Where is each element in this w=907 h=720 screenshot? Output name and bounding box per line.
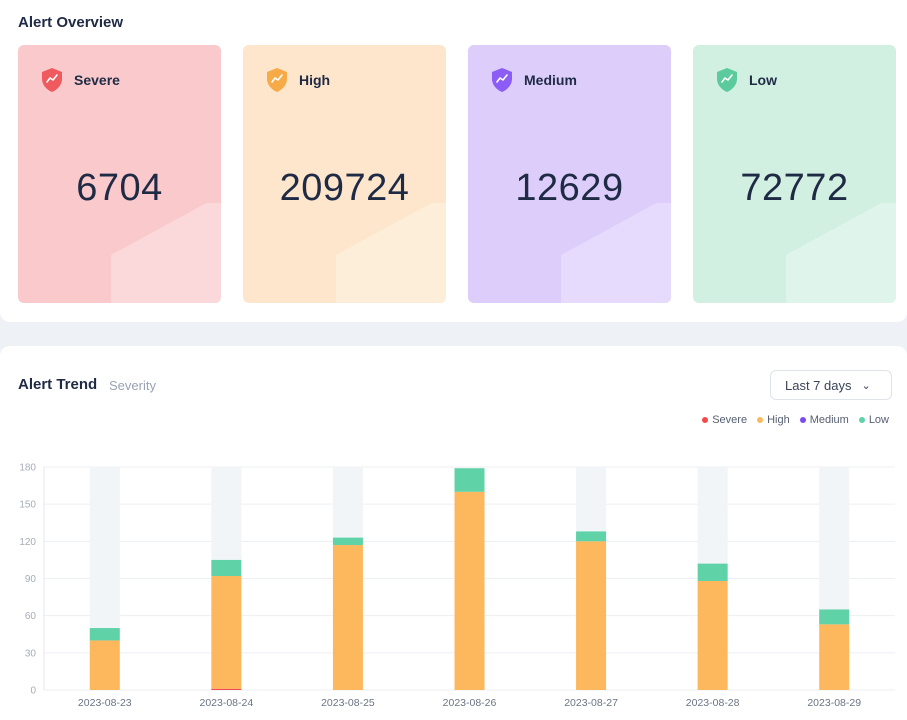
card-count: 12629 (515, 167, 624, 209)
alert-trend-chart: 0 30 60 90 120 150 180 2023-08-23 2023-08-24 2023… (19, 463, 895, 709)
chevron-down-icon: ⌄ (861, 379, 871, 392)
legend-item-low[interactable]: Low (858, 414, 889, 426)
legend-dot (757, 417, 764, 423)
alert-trend-title: Alert Trend (18, 376, 98, 393)
legend-item-high[interactable]: High (757, 414, 790, 426)
shield-chart-icon (267, 68, 287, 92)
bar-segment-high (697, 580, 728, 690)
x-tick-label: 2023-08-25 (321, 697, 375, 709)
x-tick-label: 2023-08-29 (807, 697, 861, 709)
x-tick-label: 2023-08-28 (686, 697, 740, 709)
alert-trend-panel (0, 346, 907, 720)
card-decoration (786, 203, 896, 303)
x-tick-label: 2023-08-23 (78, 697, 132, 709)
bar-segment-low (332, 537, 363, 546)
bar-segment-high (576, 541, 607, 690)
low-card[interactable]: Low 72772 (693, 45, 896, 303)
alert-overview-panel: Alert Overview Severe 6704 High 209724 (0, 0, 907, 322)
card-label: High (299, 72, 331, 88)
bar-segment-high (454, 491, 485, 690)
card-label: Severe (74, 72, 120, 88)
legend-label: High (767, 414, 790, 426)
shield-chart-icon (492, 68, 512, 92)
bar-segment-high (819, 624, 850, 690)
legend-item-severe[interactable]: Severe (702, 414, 747, 426)
card-count: 72772 (740, 167, 849, 209)
alert-overview-title: Alert Overview (18, 14, 124, 31)
card-count: 209724 (279, 167, 410, 209)
bar-segment-severe (211, 688, 242, 690)
severe-card[interactable]: Severe 6704 (18, 45, 221, 303)
bar-segment-low (454, 468, 485, 492)
x-tick-label: 2023-08-27 (564, 697, 618, 709)
legend-dot (702, 417, 709, 423)
legend-label: Severe (712, 414, 748, 426)
card-label: Medium (524, 72, 577, 88)
legend-item-medium[interactable]: Medium (799, 414, 849, 426)
time-range-value: Last 7 days (785, 377, 852, 393)
y-tick-label: 60 (25, 611, 37, 622)
legend-label: Low (868, 414, 889, 426)
bar-segment-low (89, 628, 120, 641)
shield-chart-icon (42, 68, 62, 92)
alert-trend-subtitle: Severity (109, 378, 156, 393)
high-card[interactable]: High 209724 (243, 45, 446, 303)
bar-segment-high (89, 640, 120, 690)
y-tick-label: 150 (19, 500, 36, 511)
shield-chart-icon (717, 68, 737, 92)
y-tick-label: 120 (19, 537, 36, 548)
bar-segment-low (211, 559, 242, 577)
time-range-select[interactable]: Last 7 days ⌄ (770, 370, 892, 400)
bar-segment-low (819, 609, 850, 625)
bar-segment-low (697, 563, 728, 581)
card-count: 6704 (76, 167, 163, 209)
legend-dot (799, 417, 806, 423)
bar-segment-high (332, 545, 363, 690)
y-tick-label: 30 (25, 648, 37, 659)
card-decoration (561, 203, 671, 303)
chart-legend: Severe High Medium Low (702, 414, 889, 426)
y-tick-label: 90 (25, 574, 37, 585)
bar-segment-low (576, 531, 607, 542)
x-tick-label: 2023-08-24 (199, 697, 253, 709)
x-tick-label: 2023-08-26 (443, 697, 497, 709)
y-tick-label: 0 (30, 686, 36, 697)
card-decoration (336, 203, 446, 303)
card-label: Low (749, 72, 777, 88)
legend-label: Medium (809, 414, 849, 426)
legend-dot (858, 417, 865, 423)
bar-segment-high (211, 576, 242, 689)
medium-card[interactable]: Medium 12629 (468, 45, 671, 303)
y-tick-label: 180 (19, 463, 36, 474)
card-decoration (111, 203, 221, 303)
